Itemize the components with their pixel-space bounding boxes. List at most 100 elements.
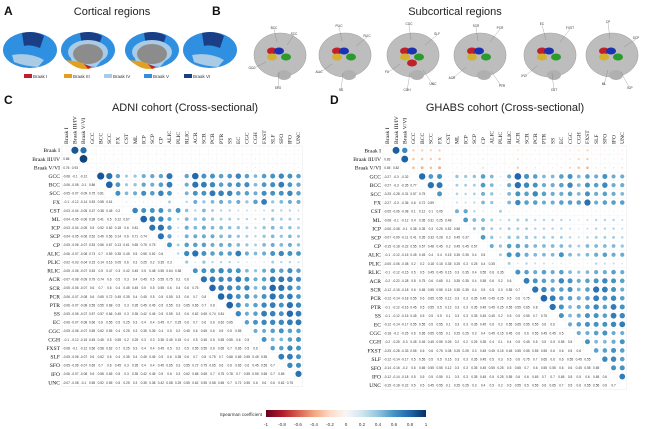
correlation-circle bbox=[464, 183, 468, 187]
correlation-value: 0.4 bbox=[116, 286, 121, 290]
correlation-value: 0.6 bbox=[210, 346, 215, 350]
brainstem-medial bbox=[73, 44, 103, 64]
correlation-value: 0.2 bbox=[150, 260, 155, 264]
correlation-circle bbox=[192, 250, 199, 257]
correlation-circle bbox=[506, 243, 512, 249]
correlation-circle bbox=[280, 166, 282, 169]
correlation-circle bbox=[91, 158, 93, 160]
correlation-value: 0.1 bbox=[446, 331, 451, 335]
correlation-value: 0.3 bbox=[176, 295, 181, 299]
correlation-value: 0.3 bbox=[455, 314, 460, 318]
correlation-circle bbox=[552, 158, 554, 160]
correlation-value: -0.08 bbox=[63, 346, 70, 350]
correlation-value: -0.1 bbox=[393, 218, 399, 222]
legend-swatch bbox=[184, 74, 192, 78]
panel-d-title: GHABS cohort (Cross-sectional) bbox=[426, 102, 584, 114]
correlation-circle bbox=[91, 166, 93, 169]
correlation-value: 0.35 bbox=[175, 355, 181, 359]
correlation-value: 0.45 bbox=[480, 366, 486, 370]
correlation-value: 0.13 bbox=[115, 243, 121, 247]
correlation-value: 0.45 bbox=[123, 252, 129, 256]
correlation-circle bbox=[279, 226, 283, 230]
correlation-value: 0.52 bbox=[98, 381, 104, 385]
correlation-value: 0.3 bbox=[167, 260, 172, 264]
correlation-value: 0.7 bbox=[270, 372, 275, 376]
correlation-circle bbox=[594, 235, 598, 239]
correlation-circle bbox=[447, 184, 449, 186]
correlation-value: 0.5 bbox=[429, 314, 434, 318]
correlation-value: -0.15 bbox=[80, 338, 87, 342]
correlation-circle bbox=[157, 224, 164, 231]
correlation-value: 0.65 bbox=[261, 372, 267, 376]
correlation-value: -0.14 bbox=[392, 357, 399, 361]
row-label: CGC bbox=[369, 331, 381, 337]
correlation-value: 0.75 bbox=[523, 357, 529, 361]
correlation-circle bbox=[473, 201, 476, 204]
correlation-value: 0.57 bbox=[98, 312, 104, 316]
correlation-circle bbox=[593, 321, 599, 327]
correlation-circle bbox=[585, 174, 590, 179]
correlation-circle bbox=[115, 182, 121, 188]
colorbar-tick-label: -0.2 bbox=[326, 422, 334, 427]
correlation-value: 0.76 bbox=[63, 166, 69, 170]
correlation-value: 0.1 bbox=[446, 384, 451, 388]
tract-leader-line bbox=[277, 71, 280, 90]
correlation-value: -0.07 bbox=[384, 236, 391, 240]
correlation-value: 0.4 bbox=[150, 346, 155, 350]
correlation-value: 0.42 bbox=[141, 372, 147, 376]
correlation-circle bbox=[177, 184, 179, 186]
correlation-circle bbox=[177, 235, 179, 238]
row-label: BCC bbox=[370, 183, 381, 189]
correlation-circle bbox=[269, 302, 276, 308]
correlation-circle bbox=[210, 217, 215, 221]
correlation-value: 0.35 bbox=[132, 364, 138, 368]
correlation-value: 0.4 bbox=[472, 270, 477, 274]
correlation-circle bbox=[543, 210, 545, 212]
correlation-value: 0.4 bbox=[411, 218, 416, 222]
correlation-value: -0.17 bbox=[401, 323, 408, 327]
correlation-circle bbox=[593, 330, 599, 336]
correlation-value: 0.25 bbox=[463, 384, 469, 388]
correlation-circle bbox=[246, 149, 248, 151]
correlation-circle bbox=[595, 167, 597, 169]
correlation-circle bbox=[611, 278, 617, 284]
correlation-value: 0.25 bbox=[497, 375, 503, 379]
correlation-circle bbox=[201, 268, 207, 274]
correlation-value: -0.06 bbox=[71, 269, 78, 273]
correlation-value: 0.68 bbox=[227, 355, 233, 359]
correlation-value: 0.71 bbox=[132, 235, 138, 239]
correlation-value: 0.25 bbox=[454, 331, 460, 335]
tract-label: ML bbox=[602, 82, 607, 86]
correlation-value: 0.45 bbox=[115, 364, 121, 368]
correlation-circle bbox=[219, 260, 223, 264]
correlation-circle bbox=[525, 227, 529, 231]
correlation-circle bbox=[602, 321, 608, 327]
correlation-circle bbox=[108, 149, 110, 151]
correlation-value: 0.55 bbox=[541, 349, 547, 353]
correlation-circle bbox=[533, 227, 537, 230]
correlation-circle bbox=[296, 191, 301, 196]
correlation-circle bbox=[473, 167, 475, 169]
correlation-circle bbox=[108, 158, 110, 160]
tract-label: SCC bbox=[291, 32, 298, 36]
correlation-circle bbox=[472, 227, 476, 231]
correlation-circle bbox=[586, 157, 589, 161]
correlation-value: -0.12 bbox=[384, 323, 391, 327]
correlation-circle bbox=[280, 209, 283, 212]
row-label: PTR bbox=[50, 303, 61, 309]
correlation-circle bbox=[610, 295, 617, 301]
correlation-circle bbox=[576, 296, 581, 301]
row-label: Braak I bbox=[364, 148, 381, 154]
correlation-value: -0.05 bbox=[63, 269, 70, 273]
correlation-value: 0.5 bbox=[533, 340, 538, 344]
correlation-value: 0.35 bbox=[454, 253, 460, 257]
correlation-value: -0.07 bbox=[80, 312, 87, 316]
correlation-value: 0.45 bbox=[489, 314, 495, 318]
correlation-circle bbox=[491, 149, 493, 151]
correlation-circle bbox=[186, 158, 188, 160]
correlation-value: 0.53 bbox=[89, 243, 95, 247]
correlation-circle bbox=[220, 166, 222, 169]
